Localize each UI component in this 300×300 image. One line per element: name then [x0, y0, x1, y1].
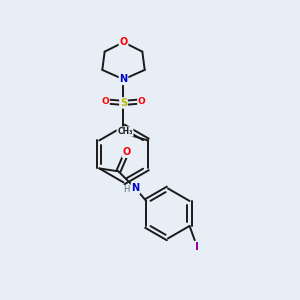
Text: O: O [101, 97, 109, 106]
Text: H: H [124, 185, 130, 194]
Text: S: S [120, 98, 127, 108]
Text: N: N [131, 183, 140, 194]
Text: O: O [138, 97, 146, 106]
Text: CH₃: CH₃ [117, 127, 133, 136]
Text: O: O [119, 37, 128, 47]
Text: O: O [122, 147, 131, 157]
Text: N: N [119, 74, 128, 84]
Text: I: I [195, 242, 199, 252]
